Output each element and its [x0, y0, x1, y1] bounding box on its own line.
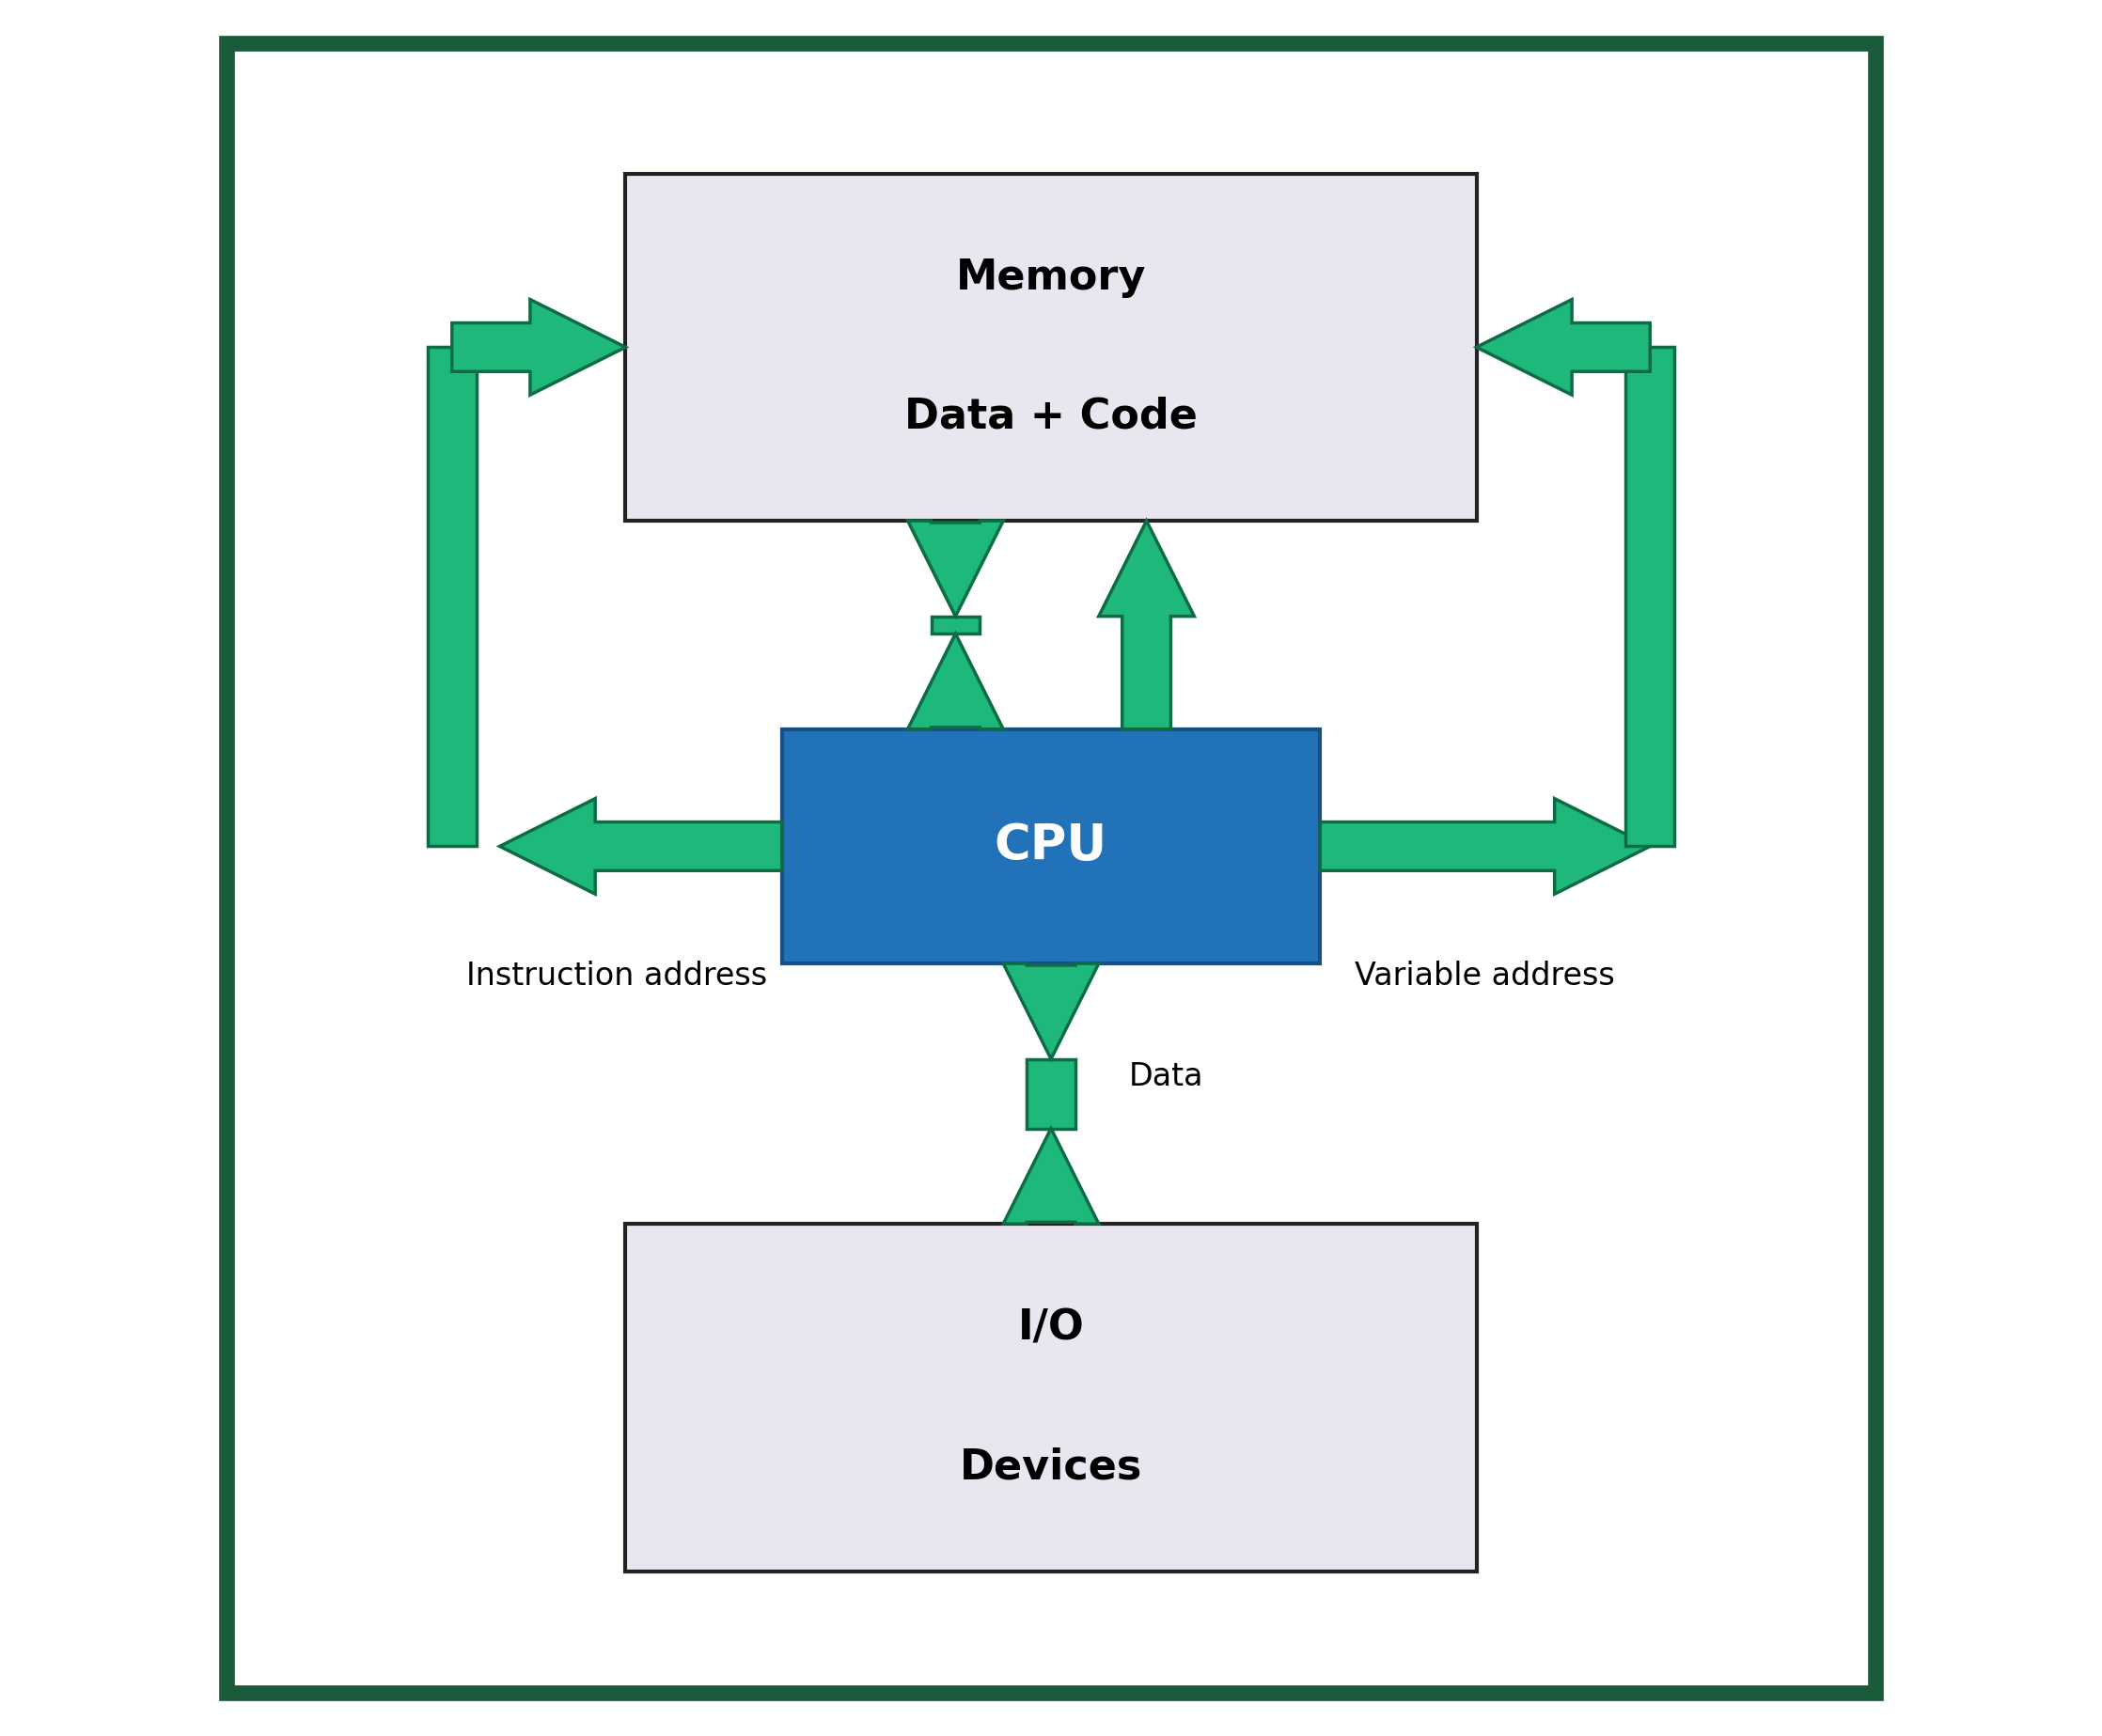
Text: Instruction address: Instruction address: [467, 962, 767, 991]
FancyArrow shape: [1003, 1128, 1099, 1224]
FancyArrow shape: [908, 634, 1003, 729]
Text: Memory: Memory: [956, 257, 1146, 299]
FancyArrow shape: [908, 521, 1003, 616]
FancyBboxPatch shape: [626, 174, 1476, 521]
FancyArrow shape: [1320, 799, 1650, 894]
FancyArrow shape: [1476, 299, 1650, 396]
Polygon shape: [1625, 347, 1675, 847]
Polygon shape: [427, 347, 477, 847]
Polygon shape: [1026, 1059, 1076, 1128]
Text: CPU: CPU: [994, 821, 1108, 871]
Text: Variable address: Variable address: [1356, 962, 1614, 991]
FancyArrow shape: [500, 799, 782, 894]
Text: Devices: Devices: [961, 1446, 1141, 1488]
Text: I/O: I/O: [1017, 1307, 1085, 1349]
FancyArrow shape: [452, 299, 626, 396]
FancyArrow shape: [1003, 963, 1099, 1059]
FancyArrow shape: [1099, 521, 1194, 729]
Text: Data: Data: [1129, 1061, 1204, 1092]
FancyBboxPatch shape: [782, 729, 1320, 963]
Polygon shape: [931, 616, 980, 634]
FancyBboxPatch shape: [626, 1224, 1476, 1571]
Text: Data + Code: Data + Code: [904, 396, 1198, 437]
